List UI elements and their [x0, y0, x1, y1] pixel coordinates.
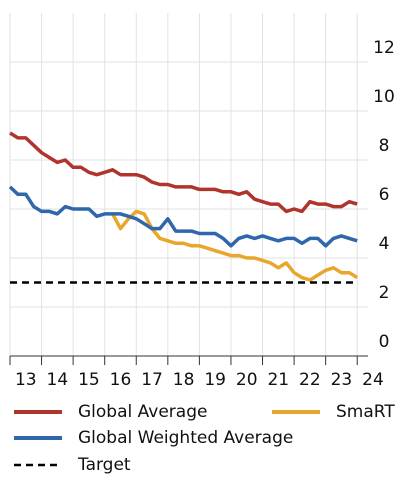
x-tick-label: 21 [267, 370, 289, 390]
x-tick-label: 19 [204, 370, 226, 390]
y-tick-label: 2 [379, 283, 390, 303]
x-tick-label: 18 [173, 370, 195, 390]
legend-label: Target [77, 455, 131, 475]
y-tick-label: 4 [379, 234, 390, 254]
x-tick-label: 16 [110, 370, 132, 390]
x-tick-label: 24 [362, 370, 384, 390]
x-tick-label: 13 [15, 370, 37, 390]
series-line [111, 209, 359, 282]
x-tick-label: 20 [236, 370, 258, 390]
series-line [9, 131, 358, 214]
y-tick-label: 6 [379, 185, 390, 205]
x-tick-label: 14 [47, 370, 69, 390]
series-line [8, 185, 358, 248]
legend-label: SmaRT [336, 402, 395, 422]
x-tick-label: 23 [331, 370, 353, 390]
y-tick-label: 12 [373, 38, 395, 58]
y-tick-label: 8 [379, 136, 390, 156]
x-tick-label: 15 [78, 370, 100, 390]
legend-label: Global Average [78, 402, 207, 422]
x-tick-label: 17 [141, 370, 163, 390]
x-tick-label: 22 [299, 370, 321, 390]
legend-label: Global Weighted Average [78, 428, 293, 448]
y-tick-label: 10 [373, 87, 395, 107]
y-tick-label: 0 [379, 332, 390, 352]
